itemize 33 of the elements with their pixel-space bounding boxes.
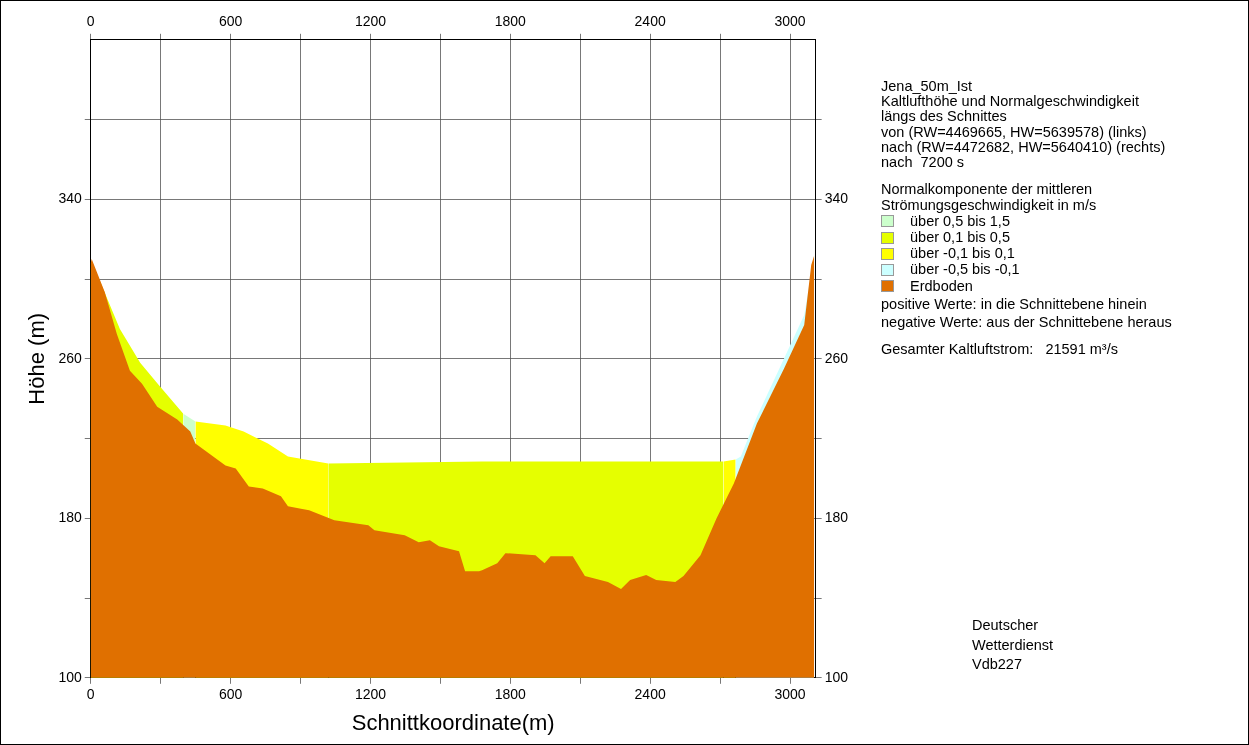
- text: positive Werte: in die Schnittebene hinein: [881, 295, 1148, 313]
- x2-tick-label: 600: [218, 13, 243, 30]
- y2-tick-label: 100: [824, 668, 849, 685]
- x-tick-label: 600: [218, 686, 243, 703]
- y2-tick-label: 340: [824, 190, 849, 207]
- text: negative Werte: aus der Schnittebene heraus: [881, 314, 1173, 331]
- y-axis-title: Höhe (m): [24, 312, 50, 405]
- x-tick-label: 2400: [634, 686, 666, 703]
- y-tick-label: 180: [58, 509, 82, 526]
- text: Jena_50m_Ist Kaltlufthöhe und Normalgeschwindigkeit längs des Schnittes von (RW=4469665, HW=5639578) (links) nach (RW=4472682, HW=5640410) (rechts) nach 7200 s: [881, 78, 1167, 171]
- legend-label: über 0,5 bis 1,5: [910, 212, 1010, 229]
- y2-tick-label: 180: [824, 509, 849, 526]
- x-tick-label: 3000: [774, 686, 806, 703]
- legend-label: über -0,1 bis 0,1: [910, 245, 1015, 262]
- y-tick-label: 260: [58, 349, 82, 366]
- text: Gesamter Kaltluftstrom: 21591 m³/s: [881, 341, 1119, 358]
- y2-tick-label: 260: [824, 349, 849, 366]
- legend-label: Erdboden: [910, 277, 973, 294]
- x2-tick-label: 3000: [774, 13, 806, 30]
- x-axis-title: Schnittkoordinate(m): [351, 709, 555, 735]
- x2-tick-label: 1800: [494, 13, 527, 30]
- x2-tick-label: 0: [86, 13, 95, 30]
- x-tick-label: 1200: [354, 686, 387, 703]
- text: Deutscher Wetterdienst: [972, 616, 1054, 655]
- x2-tick-label: 1200: [354, 13, 387, 30]
- x-tick-label: 0: [86, 686, 95, 703]
- y-tick-label: 100: [58, 668, 82, 685]
- legend-label: über 0,1 bis 0,5: [910, 228, 1010, 246]
- x-tick-label: 1800: [494, 686, 527, 703]
- text: Vdb227: [972, 655, 1023, 675]
- legend-label: über -0,5 bis -0,1: [910, 261, 1020, 278]
- y-tick-label: 340: [58, 190, 82, 207]
- x2-tick-label: 2400: [634, 13, 666, 30]
